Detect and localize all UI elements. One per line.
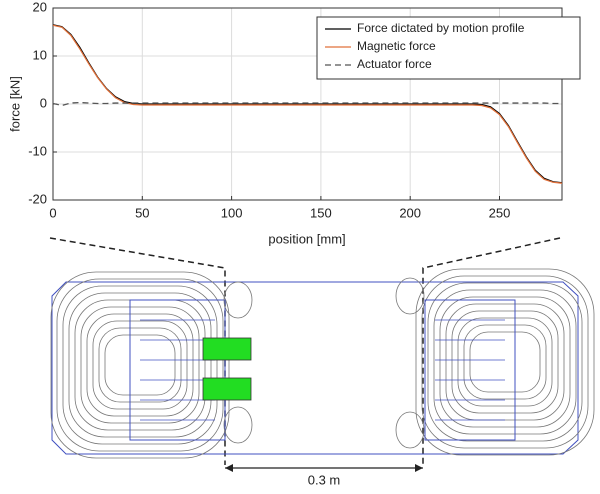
- field-line: [68, 292, 212, 438]
- x-tick-label: 50: [135, 205, 149, 220]
- coil: [202, 337, 252, 361]
- dimension-label: 0.3 m: [308, 472, 341, 487]
- field-loop: [395, 411, 425, 449]
- legend-label: Force dictated by motion profile: [357, 21, 525, 35]
- legend-box: [316, 16, 581, 80]
- y-tick-label: -10: [28, 143, 47, 158]
- field-line: [62, 285, 218, 445]
- field-line: [433, 289, 577, 435]
- field-line: [56, 278, 224, 452]
- y-tick-label: -20: [28, 191, 47, 206]
- field-line: [86, 313, 194, 417]
- core-outline: [424, 299, 516, 441]
- y-tick-label: 0: [40, 95, 47, 110]
- field-diagram: 0.3 m: [49, 237, 595, 487]
- field-line: [451, 310, 559, 414]
- y-axis-label: force [kN]: [7, 76, 22, 132]
- legend-label: Magnetic force: [357, 39, 436, 53]
- boundary: [51, 281, 579, 455]
- x-tick-label: 250: [489, 205, 511, 220]
- coil: [202, 377, 252, 401]
- field-line: [74, 299, 206, 431]
- field-line: [457, 317, 553, 407]
- field-line: [463, 324, 547, 400]
- field-line: [415, 268, 595, 456]
- x-tick-label: 0: [49, 205, 56, 220]
- series-line: [52, 101, 562, 107]
- x-tick-label: 150: [310, 205, 332, 220]
- x-tick-label: 200: [399, 205, 421, 220]
- field-line: [439, 296, 571, 428]
- y-tick-label: 20: [33, 0, 47, 14]
- field-line: [421, 275, 589, 449]
- field-loop: [395, 277, 425, 315]
- field-line: [427, 282, 583, 442]
- field-loop: [223, 406, 253, 444]
- legend-label: Actuator force: [357, 57, 432, 71]
- arrow-head: [415, 464, 423, 472]
- field-line: [104, 334, 176, 396]
- x-tick-label: 100: [221, 205, 243, 220]
- field-line: [50, 271, 230, 459]
- field-line: [469, 331, 541, 393]
- core-outline: [129, 299, 226, 441]
- field-line: [92, 320, 188, 410]
- field-line: [98, 327, 182, 403]
- y-tick-label: 10: [33, 47, 47, 62]
- field-loop: [223, 281, 253, 319]
- connector: [422, 237, 561, 465]
- x-axis-label: position [mm]: [268, 231, 345, 246]
- field-line: [80, 306, 200, 424]
- series-line: [52, 24, 563, 184]
- arrow-head: [225, 464, 233, 472]
